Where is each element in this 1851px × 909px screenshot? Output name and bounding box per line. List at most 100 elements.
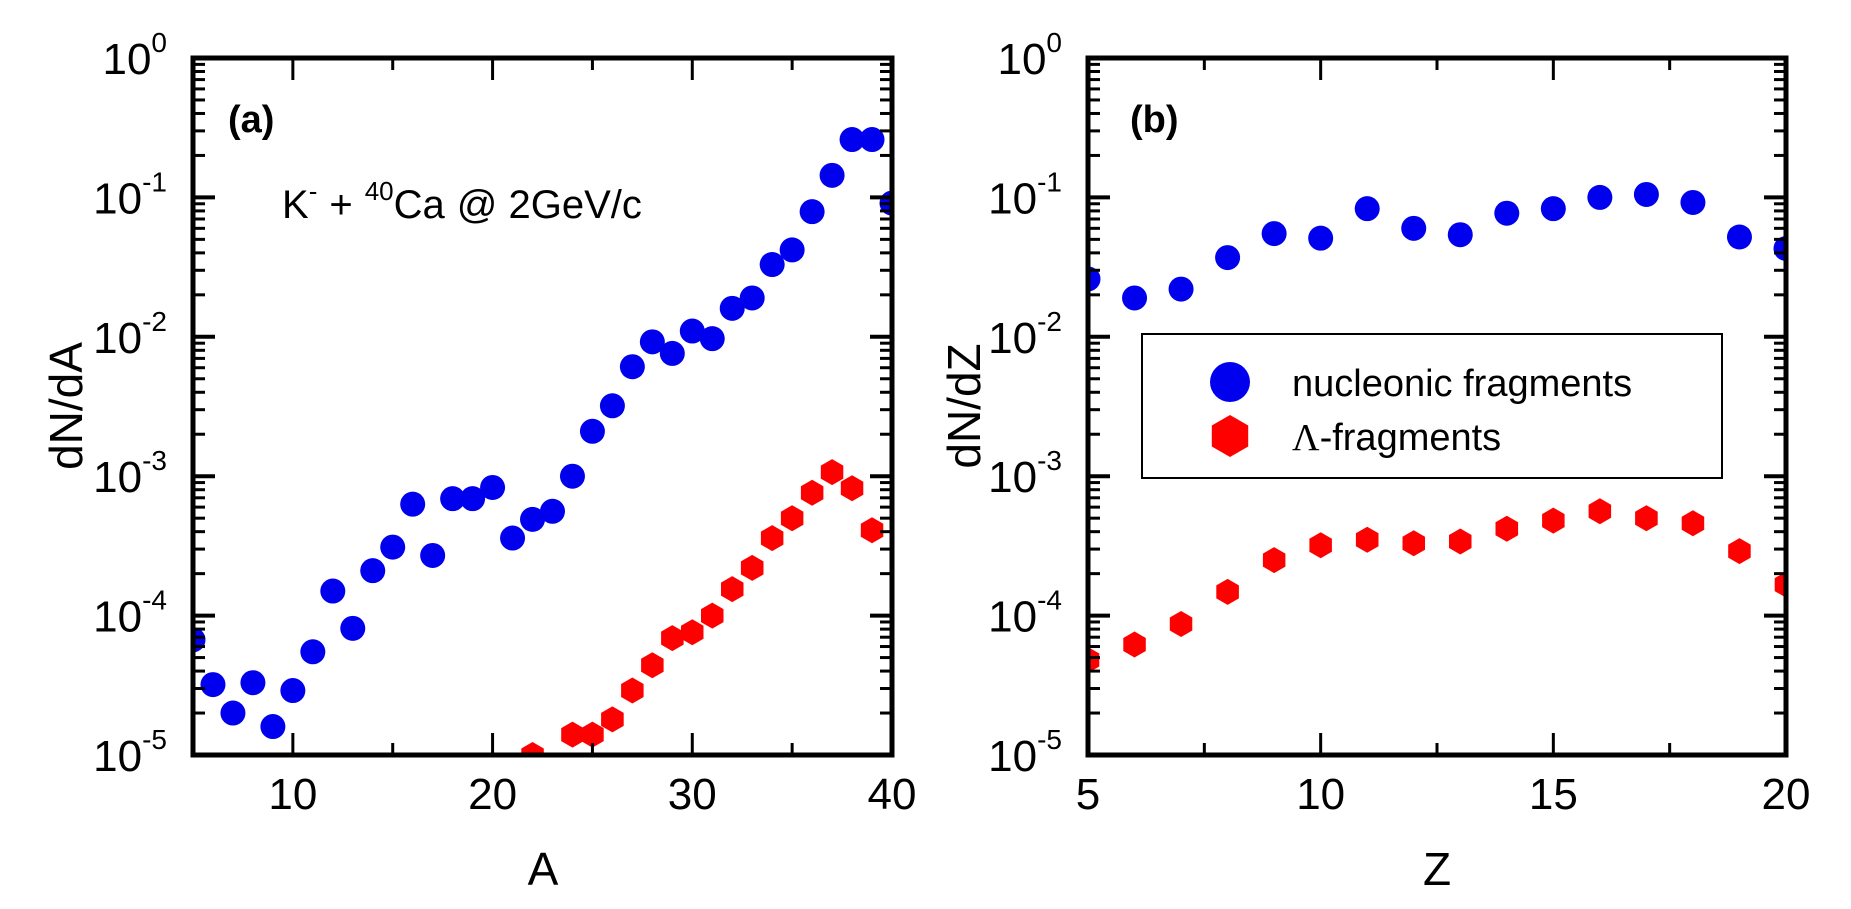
data-point-circle [799, 199, 825, 225]
data-point-circle [859, 127, 885, 153]
data-point-circle [579, 418, 605, 444]
data-point-hexagon [621, 677, 644, 704]
data-point-circle [1261, 221, 1287, 247]
data-point-hexagon [760, 525, 784, 552]
data-point-circle [420, 542, 446, 568]
data-point-circle [619, 354, 645, 380]
x-tick-label: 40 [868, 770, 917, 819]
data-point-circle [320, 578, 346, 604]
annotation-target: Ca [394, 183, 446, 227]
series-nucleonic-fragments [1088, 181, 1786, 311]
data-point-circle [520, 506, 546, 532]
data-point-circle [1215, 245, 1241, 271]
data-point-circle [240, 670, 266, 696]
data-point-circle [1773, 235, 1786, 261]
data-point-circle [380, 534, 406, 560]
y-tick-label: 10-4 [988, 585, 1062, 642]
annotation-projectile-charge: - [309, 176, 318, 206]
data-point-circle [1354, 196, 1380, 222]
legend-marker-hexagon [1211, 415, 1249, 457]
data-point-hexagon [1635, 505, 1658, 532]
x-tick-label: 30 [668, 770, 717, 819]
data-point-circle [639, 329, 665, 355]
data-point-circle [1447, 222, 1473, 248]
y-tick-exponent: 0 [151, 27, 167, 58]
legend-label-lambda-rest: -fragments [1320, 417, 1502, 459]
lambda-symbol: Λ [1292, 417, 1320, 459]
panel-a-frame [190, 55, 895, 758]
data-point-hexagon [1495, 515, 1519, 542]
data-point-hexagon [1402, 530, 1425, 557]
y-tick-base: 10 [93, 314, 142, 363]
data-point-circle [1088, 266, 1101, 292]
data-point-hexagon [1588, 498, 1612, 525]
y-tick-base: 10 [988, 174, 1037, 223]
data-point-circle [1726, 224, 1752, 250]
data-point-circle [340, 615, 366, 641]
y-tick-exponent: -1 [1037, 166, 1062, 197]
data-point-hexagon [681, 619, 704, 646]
y-tick-exponent: -5 [142, 724, 167, 755]
y-tick-label: 10-3 [988, 445, 1062, 502]
data-point-hexagon [521, 742, 544, 755]
panel-b-label: (b) [1130, 99, 1179, 141]
panel-b-data-marks [1088, 181, 1786, 673]
legend: nucleonic fragments Λ-fragments [1141, 333, 1723, 479]
y-tick-label: 10-5 [93, 724, 167, 781]
annotation-mass-number: 40 [365, 176, 394, 206]
data-point-hexagon [860, 517, 884, 544]
data-point-circle [1540, 196, 1566, 222]
data-point-hexagon [581, 721, 604, 748]
data-point-circle [1633, 181, 1659, 207]
data-point-hexagon [840, 475, 864, 502]
x-tick-label: 20 [1762, 770, 1811, 819]
panel-a-y-axis-title: dN/dA [40, 342, 92, 470]
data-point-circle [360, 558, 386, 584]
data-point-circle [480, 474, 506, 500]
data-point-hexagon [641, 652, 664, 679]
data-point-circle [759, 252, 785, 278]
x-tick-label: 10 [268, 770, 317, 819]
panel-a-x-axis-title: A [528, 843, 559, 895]
data-point-circle [1494, 200, 1520, 226]
data-point-circle [220, 700, 246, 726]
data-point-hexagon [820, 459, 844, 486]
data-point-circle [300, 639, 326, 665]
series-nucleonic-fragments [193, 127, 892, 740]
y-tick-base: 10 [93, 593, 142, 642]
y-tick-label: 10-5 [988, 724, 1062, 781]
data-point-hexagon [1216, 578, 1239, 605]
data-point-hexagon [661, 625, 684, 652]
data-point-circle [400, 491, 426, 517]
y-tick-label: 10-1 [988, 166, 1062, 223]
data-point-circle [500, 525, 526, 551]
data-point-circle [679, 318, 705, 344]
data-point-circle [659, 340, 685, 366]
x-tick-label: 20 [468, 770, 517, 819]
data-point-hexagon [601, 706, 624, 733]
data-point-circle [719, 295, 745, 321]
y-tick-exponent: -4 [142, 585, 167, 616]
y-tick-label: 100 [102, 27, 167, 84]
data-point-circle [1401, 215, 1427, 241]
data-point-circle [599, 393, 625, 419]
data-point-hexagon [800, 479, 824, 506]
y-tick-base: 10 [93, 453, 142, 502]
data-point-circle [460, 486, 486, 512]
data-point-circle [260, 714, 286, 740]
y-tick-exponent: -2 [1037, 306, 1062, 337]
y-tick-label: 10-4 [93, 585, 167, 642]
y-tick-base: 10 [988, 593, 1037, 642]
y-tick-exponent: -5 [1037, 724, 1062, 755]
annotation-plus: + [329, 183, 352, 227]
data-point-hexagon [1169, 611, 1193, 637]
x-tick-label: 10 [1296, 770, 1345, 819]
annotation-projectile: K [282, 183, 309, 227]
data-point-circle [739, 285, 765, 311]
y-tick-base: 10 [988, 732, 1037, 781]
annotation-momentum: @ 2GeV/c [457, 183, 642, 227]
data-point-circle [1587, 184, 1613, 210]
